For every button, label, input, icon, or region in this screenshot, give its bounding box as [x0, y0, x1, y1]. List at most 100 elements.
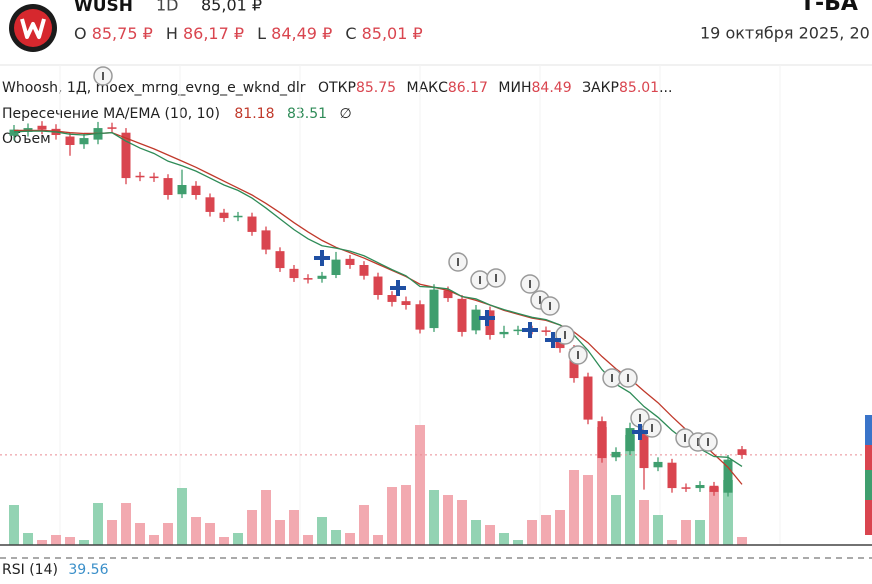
ohlc-value: 85.75	[356, 80, 396, 96]
candle-body	[653, 461, 663, 468]
candle-body	[177, 185, 187, 195]
volume-bar	[233, 533, 243, 545]
ohlc-value: 85,75 ₽	[92, 24, 153, 43]
volume-bar	[51, 535, 61, 545]
volume-bar	[79, 540, 89, 545]
ohlc-value: 84,49 ₽	[271, 24, 332, 43]
volume-bar	[317, 517, 327, 545]
volume-bar	[275, 520, 285, 545]
candle-body	[513, 329, 523, 332]
candle-body	[541, 330, 551, 332]
volume-bar	[289, 510, 299, 545]
volume-bar	[597, 427, 607, 545]
cross-marker	[479, 310, 495, 326]
candle-body	[611, 451, 621, 458]
candle-body	[695, 485, 705, 489]
volume-bar	[37, 540, 47, 545]
plot	[0, 65, 864, 545]
indicator-value: 81.18	[234, 106, 274, 122]
volume-bar	[387, 487, 397, 545]
volume-bar	[681, 520, 691, 545]
volume-bar	[23, 533, 33, 545]
volume-bar	[107, 520, 117, 545]
volume-bar	[709, 487, 719, 545]
volume-bar	[513, 540, 523, 545]
cross-marker	[314, 250, 330, 266]
candle-body	[121, 132, 131, 179]
candle-body	[149, 176, 159, 179]
volume-bar	[65, 537, 75, 545]
rsi-legend: RSI (14) 39.56	[2, 562, 109, 578]
candle-body	[107, 127, 117, 129]
candle-body	[233, 215, 243, 218]
volume-bar	[625, 435, 635, 545]
ohlc-label: ЗАКР	[582, 80, 619, 96]
chart-legend: Whoosh, 1Д, moex_mrng_evng_e_wknd_dlr ОТ…	[2, 80, 672, 96]
logo-glyph	[20, 18, 46, 39]
candle-body	[359, 265, 369, 276]
volume-bar	[205, 523, 215, 545]
candle-body	[135, 175, 145, 178]
volume-bar	[695, 520, 705, 545]
candle-body	[737, 449, 747, 455]
candle-body	[639, 428, 649, 469]
indicator-value: 83.51	[287, 106, 327, 122]
symbol: WUSH	[74, 0, 133, 16]
header-ohlc: O 85,75 ₽ H 86,17 ₽ L 84,49 ₽ C 85,01 ₽	[74, 24, 423, 43]
candle-body	[625, 428, 635, 452]
volume-bar	[471, 520, 481, 545]
volume-bar	[429, 490, 439, 545]
rsi-name: RSI (14)	[2, 562, 58, 578]
ohlc-value: 84.49	[532, 80, 572, 96]
volume-bar	[149, 535, 159, 545]
candle-body	[415, 304, 425, 330]
candle-body	[429, 289, 439, 329]
candle-body	[485, 310, 495, 335]
ohlc-value: 85.01	[619, 80, 659, 96]
volume-bar	[9, 505, 19, 545]
side-strip	[865, 445, 872, 470]
candle-body	[65, 136, 75, 145]
side-strip	[865, 415, 872, 445]
ohlc-value: 85,01 ₽	[362, 24, 423, 43]
volume-bar	[177, 488, 187, 545]
volume-bar	[485, 525, 495, 545]
candle-body	[219, 212, 229, 219]
volume-bar	[737, 537, 747, 545]
volume-bar	[611, 495, 621, 545]
volume-bar	[443, 495, 453, 545]
ohlc-label: H	[166, 24, 178, 43]
volume-bar	[541, 515, 551, 545]
cross-marker	[545, 332, 561, 348]
candle-body	[9, 129, 19, 136]
indicator-name: Пересечение MA/EMA (10, 10)	[2, 106, 220, 122]
volume-bar	[667, 540, 677, 545]
interval: 1D	[156, 0, 179, 15]
volume-bar	[373, 535, 383, 545]
volume-bar	[93, 503, 103, 545]
candle-body	[597, 421, 607, 459]
volume-bar	[331, 530, 341, 545]
ohlc-label: O	[74, 24, 87, 43]
volume-bar	[457, 500, 467, 545]
candle-body	[723, 459, 733, 493]
candle-body	[191, 185, 201, 195]
volume-bar	[527, 520, 537, 545]
candle-body	[303, 278, 313, 280]
indicator-line	[13, 130, 743, 468]
cross-marker	[390, 280, 406, 296]
volume-bar	[345, 533, 355, 545]
indicator-legend: Пересечение MA/EMA (10, 10) 81.18 83.51 …	[2, 106, 352, 122]
date: 19 октября 2025, 20	[700, 24, 870, 43]
candle-body	[471, 309, 481, 331]
more: ...	[659, 80, 672, 96]
volume-bar	[303, 535, 313, 545]
ohlc-value: 86.17	[448, 80, 488, 96]
ohlc-label: ОТКР	[318, 80, 356, 96]
volume-bar	[359, 505, 369, 545]
side-strip	[865, 500, 872, 535]
price: 85,01 ₽	[201, 0, 262, 15]
volume-legend: Объем	[2, 131, 51, 147]
volume-bar	[191, 517, 201, 545]
